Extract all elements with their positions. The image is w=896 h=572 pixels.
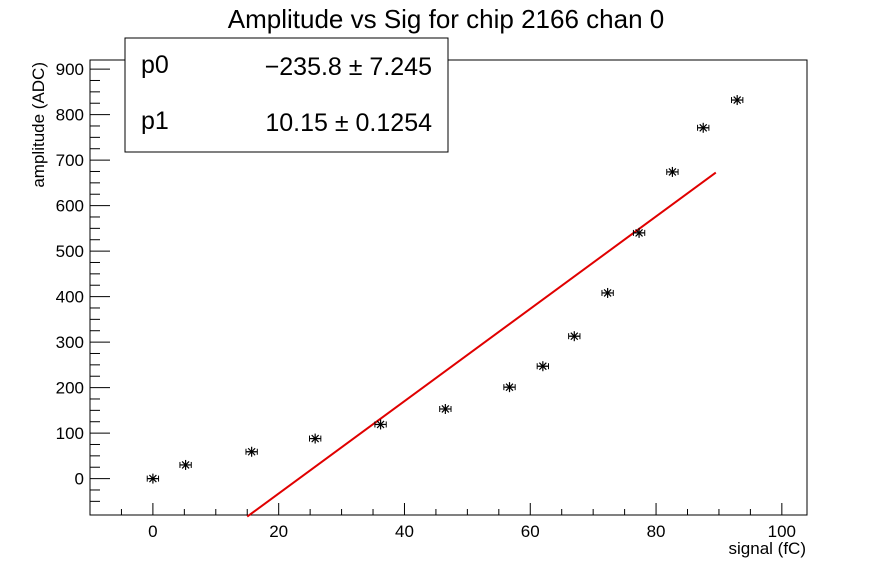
stats-box: p0 −235.8 ± 7.245 p1 10.15 ± 0.1254: [124, 37, 449, 153]
stats-box-frame: [124, 37, 449, 153]
marker-stroke: [505, 383, 514, 392]
marker-stroke: [441, 405, 450, 413]
x-tick-label: 60: [521, 522, 540, 541]
y-tick-label: 900: [56, 60, 84, 79]
x-tick-label: 20: [269, 522, 288, 541]
data-point: [146, 473, 160, 484]
x-tick-label: 100: [768, 522, 796, 541]
y-axis: 0 100 200 300 400 500 600 700 800 900: [56, 60, 110, 502]
marker-stroke: [570, 332, 579, 341]
marker-stroke: [733, 96, 742, 104]
y-tick-label: 700: [56, 151, 84, 170]
data-point: [568, 331, 581, 342]
data-point: [697, 122, 710, 133]
data-point: [731, 95, 744, 106]
y-tick-label: 300: [56, 333, 84, 352]
data-point: [536, 361, 550, 372]
y-tick-label: 800: [56, 106, 84, 125]
data-point: [179, 459, 192, 470]
marker-stroke: [635, 228, 643, 237]
fit-layer: [246, 171, 717, 518]
data-point: [439, 403, 452, 414]
data-point: [666, 166, 679, 177]
marker-stroke: [668, 168, 677, 176]
data-point: [601, 287, 614, 298]
points-layer: [146, 95, 744, 484]
y-tick-label: 200: [56, 379, 84, 398]
marker-stroke: [538, 362, 547, 371]
marker-stroke: [603, 289, 612, 297]
stat-value-p0: −235.8 ± 7.245: [265, 53, 432, 81]
x-axis-title: signal (fC): [729, 539, 806, 558]
stat-name-p1: p1: [141, 107, 169, 135]
marker-stroke: [247, 447, 256, 456]
y-tick-label: 0: [75, 470, 84, 489]
marker-stroke: [181, 461, 190, 469]
x-tick-label: 80: [647, 522, 666, 541]
y-tick-label: 100: [56, 424, 84, 443]
data-point: [245, 446, 258, 457]
y-axis-title: amplitude (ADC): [29, 62, 48, 188]
fit-line: [246, 171, 717, 518]
marker-stroke: [699, 123, 708, 132]
marker-stroke: [376, 420, 385, 429]
data-point: [374, 419, 387, 430]
stat-name-p0: p0: [141, 51, 169, 79]
x-tick-label: 40: [395, 522, 414, 541]
marker-stroke: [311, 434, 320, 443]
y-tick-label: 400: [56, 288, 84, 307]
stat-value-p1: 10.15 ± 0.1254: [265, 109, 432, 137]
x-tick-label: 0: [148, 522, 157, 541]
chart-title: Amplitude vs Sig for chip 2166 chan 0: [228, 4, 664, 34]
marker-stroke: [148, 474, 157, 483]
y-tick-label: 500: [56, 242, 84, 261]
x-axis: 0 20 40 60 80 100: [89, 503, 796, 541]
y-tick-label: 600: [56, 197, 84, 216]
data-point: [503, 382, 516, 393]
data-point: [632, 227, 646, 238]
data-point: [309, 433, 322, 444]
